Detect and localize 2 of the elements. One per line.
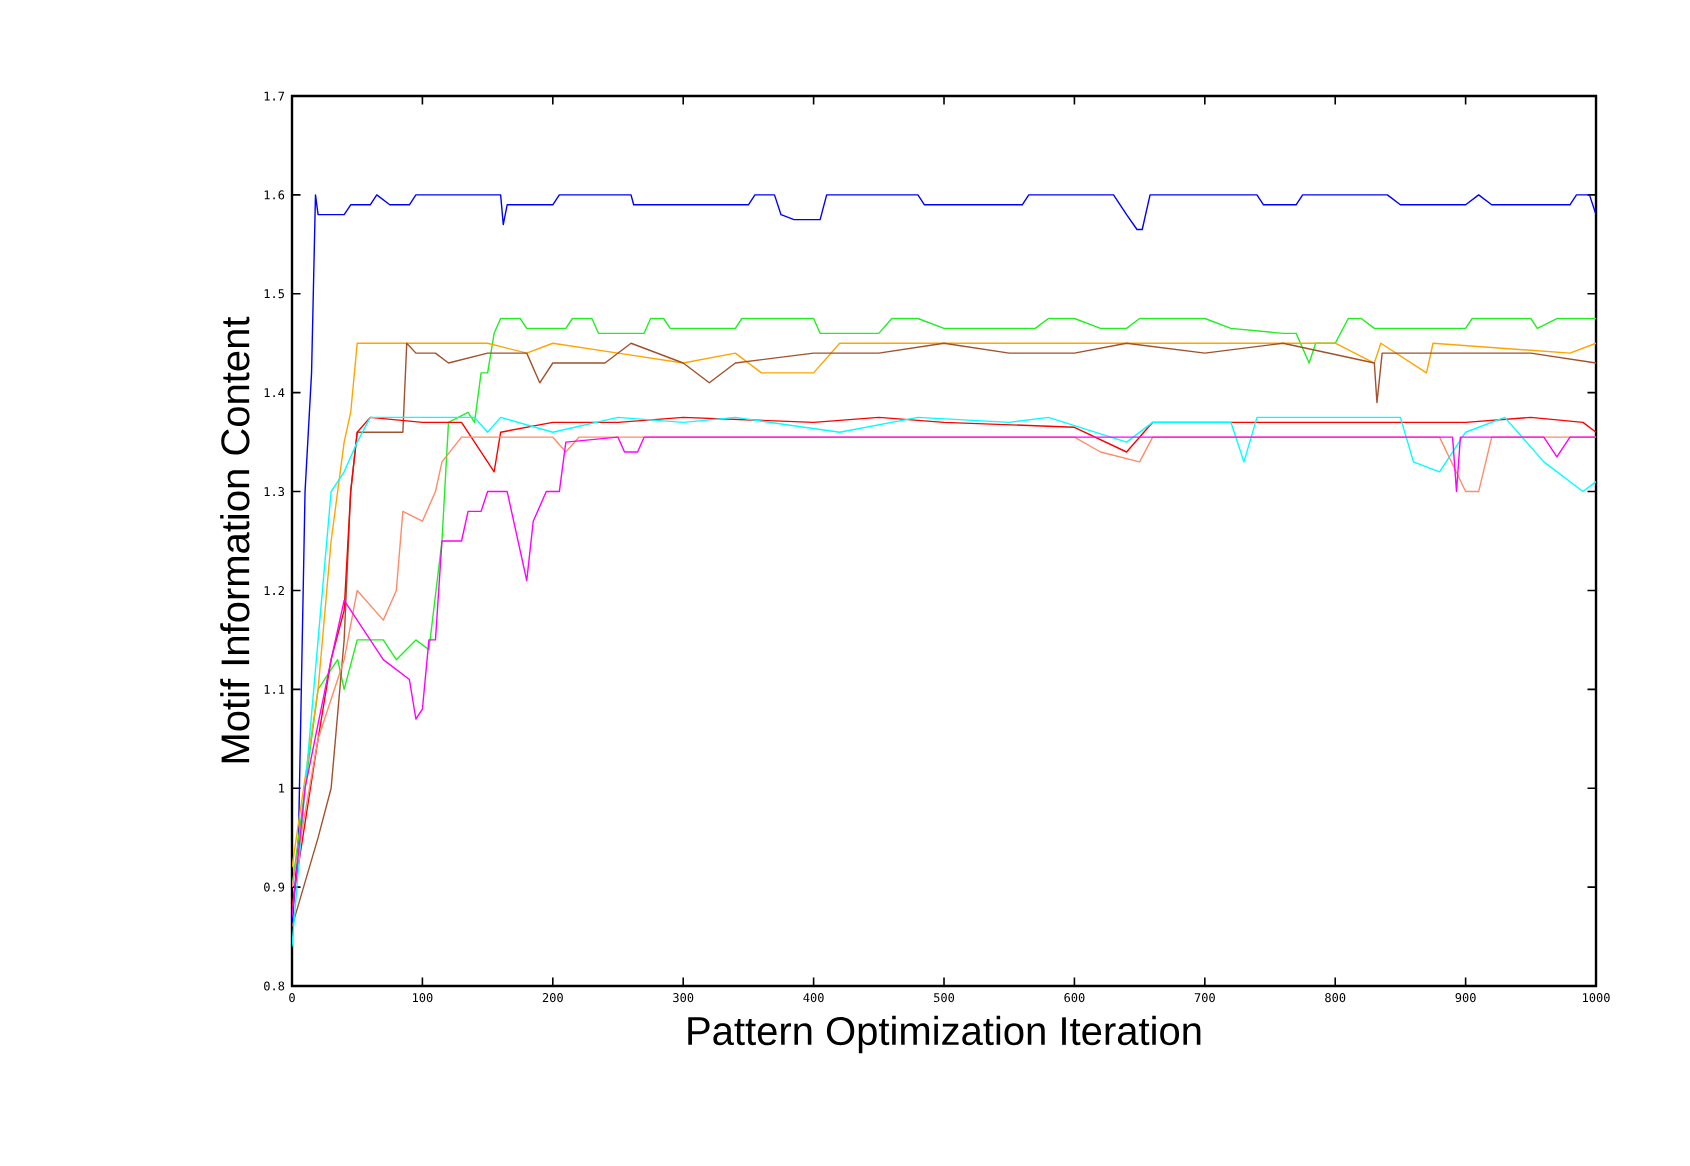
y-axis-title: Motif Information Content [220,316,250,763]
x-axis-title: Pattern Optimization Iteration [688,1015,1201,1054]
